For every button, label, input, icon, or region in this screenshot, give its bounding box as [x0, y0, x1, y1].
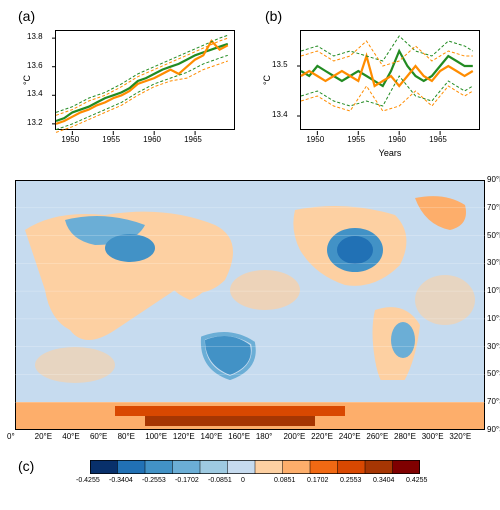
- lon-tick: 40°E: [62, 432, 79, 441]
- cbar-tick: -0.2553: [142, 477, 166, 484]
- xtick: 1965: [184, 135, 202, 144]
- panel-a-ylabel: °C: [22, 75, 32, 85]
- xtick: 1960: [388, 135, 406, 144]
- lat-tick: 90°N: [487, 175, 500, 184]
- lat-tick: 50°N: [487, 231, 500, 240]
- lat-tick: 70°S: [487, 397, 500, 406]
- lon-tick: 180°: [256, 432, 273, 441]
- cbar-tick: 0.3404: [373, 477, 394, 484]
- cbar-tick: -0.0851: [208, 477, 232, 484]
- lon-tick: 260°E: [366, 432, 388, 441]
- lon-tick: 280°E: [394, 432, 416, 441]
- ytick: 13.5: [272, 60, 288, 69]
- ytick: 13.2: [27, 118, 43, 127]
- lon-tick: 200°E: [283, 432, 305, 441]
- lat-tick: 30°N: [487, 258, 500, 267]
- cbar-tick: 0.0851: [274, 477, 295, 484]
- lon-tick: 300°E: [422, 432, 444, 441]
- world-map: [15, 180, 485, 430]
- lat-tick: 10°N: [487, 286, 500, 295]
- lon-tick: 100°E: [145, 432, 167, 441]
- chart-b-svg: [301, 31, 481, 131]
- lon-tick: 240°E: [339, 432, 361, 441]
- cbar-tick: 0: [241, 477, 245, 484]
- ytick: 13.6: [27, 61, 43, 70]
- lon-tick: 80°E: [118, 432, 135, 441]
- lon-tick: 120°E: [173, 432, 195, 441]
- lat-tick: 70°N: [487, 203, 500, 212]
- panel-b-xlabel: Years: [360, 148, 420, 158]
- lat-tick: 30°S: [487, 342, 500, 351]
- colorbar-svg: [90, 460, 420, 474]
- xtick: 1965: [429, 135, 447, 144]
- ytick: 13.4: [272, 110, 288, 119]
- map-svg: [15, 180, 485, 430]
- ytick: 13.8: [27, 32, 43, 41]
- chart-a: [55, 30, 235, 130]
- cbar-tick: 0.1702: [307, 477, 328, 484]
- lon-tick: 320°E: [449, 432, 471, 441]
- panel-c-label: (c): [18, 458, 34, 474]
- lon-tick: 160°E: [228, 432, 250, 441]
- lon-tick: 60°E: [90, 432, 107, 441]
- cbar-tick: 0.4255: [406, 477, 427, 484]
- cbar-tick: -0.4255: [76, 477, 100, 484]
- colorbar: [90, 460, 420, 474]
- panel-b-label: (b): [265, 8, 282, 24]
- chart-a-svg: [56, 31, 236, 131]
- ytick: 13.4: [27, 89, 43, 98]
- xtick: 1950: [306, 135, 324, 144]
- lat-tick: 10°S: [487, 314, 500, 323]
- xtick: 1950: [61, 135, 79, 144]
- lat-tick: 50°S: [487, 369, 500, 378]
- panel-a-label: (a): [18, 8, 35, 24]
- lon-tick: 20°E: [35, 432, 52, 441]
- lon-tick: 140°E: [201, 432, 223, 441]
- lon-tick: 0°: [7, 432, 15, 441]
- lon-tick: 220°E: [311, 432, 333, 441]
- xtick: 1960: [143, 135, 161, 144]
- xtick: 1955: [347, 135, 365, 144]
- lat-tick: 90°S: [487, 425, 500, 434]
- cbar-tick: 0.2553: [340, 477, 361, 484]
- xtick: 1955: [102, 135, 120, 144]
- cbar-tick: -0.3404: [109, 477, 133, 484]
- cbar-tick: -0.1702: [175, 477, 199, 484]
- chart-b: [300, 30, 480, 130]
- panel-b-ylabel: °C: [262, 75, 272, 85]
